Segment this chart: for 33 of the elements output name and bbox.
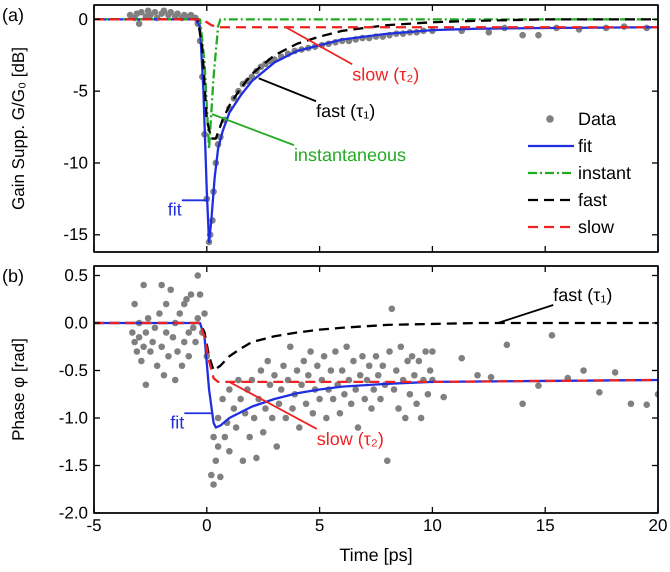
annotation: slow (τ₂) bbox=[316, 428, 384, 449]
x-tick-label: -5 bbox=[86, 516, 102, 536]
y-tick-label: -1.5 bbox=[58, 456, 88, 475]
y-tick-label: -5 bbox=[72, 82, 88, 101]
y-tick-label: -0.5 bbox=[58, 360, 88, 380]
annotation: fast (τ₁) bbox=[553, 285, 612, 305]
y-axis-title: Phase φ [rad] bbox=[9, 338, 28, 441]
text: (b) bbox=[2, 266, 24, 286]
x-tick-label: 5 bbox=[314, 516, 324, 536]
text: (a) bbox=[2, 5, 24, 25]
annotation: instantaneous bbox=[294, 145, 406, 166]
x-tick-label: 15 bbox=[536, 516, 555, 536]
x-axis-title: Time [ps] bbox=[339, 545, 413, 565]
legend-label: fit bbox=[578, 136, 592, 156]
y-tick-label: 0.5 bbox=[64, 266, 88, 285]
y-tick-label: 0.0 bbox=[64, 313, 88, 332]
legend-label: instant bbox=[578, 163, 632, 183]
annotation: slow (τ₂) bbox=[352, 64, 420, 84]
y-axis-title: Gain Supp. G/G₀ [dB] bbox=[9, 47, 28, 210]
annotation: fit bbox=[170, 412, 184, 432]
y-tick-label: -2.0 bbox=[58, 503, 88, 522]
y-tick-label: 0 bbox=[78, 10, 88, 29]
x-tick-label: 0 bbox=[202, 516, 212, 536]
legend-label: slow bbox=[578, 217, 616, 237]
y-tick-label: -15 bbox=[63, 225, 88, 244]
legend-label: Data bbox=[578, 109, 618, 129]
annotation: fast (τ₁) bbox=[316, 101, 376, 122]
annotation: fit bbox=[168, 199, 182, 220]
x-tick-label: 10 bbox=[422, 516, 442, 536]
y-tick-label: -10 bbox=[63, 153, 88, 172]
y-tick-label: -1.0 bbox=[58, 408, 88, 428]
x-tick-label: 20 bbox=[648, 516, 668, 536]
legend-label: fast bbox=[578, 190, 608, 210]
